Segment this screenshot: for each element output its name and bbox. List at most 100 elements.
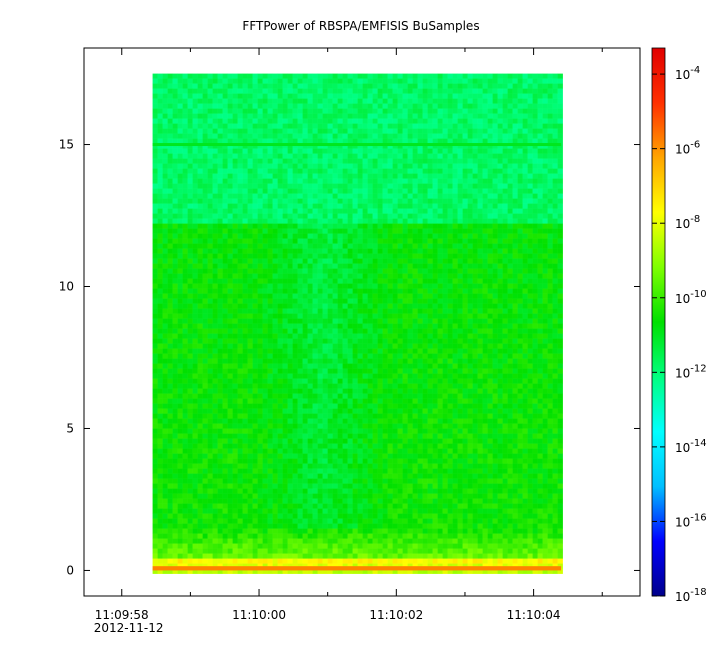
spectrogram-cell (392, 303, 398, 309)
spectrogram-cell (452, 323, 458, 329)
spectrogram-cell (547, 213, 553, 219)
spectrogram-cell (537, 88, 543, 94)
spectrogram-cell (182, 93, 188, 99)
spectrogram-cell (202, 363, 208, 369)
spectrogram-cell (217, 133, 223, 139)
spectrogram-cell (537, 193, 543, 199)
spectrogram-cell (557, 353, 563, 359)
spectrogram-cell (377, 213, 383, 219)
spectrogram-cell (557, 338, 563, 344)
spectrogram-cell (427, 183, 433, 189)
spectrogram-cell (367, 258, 373, 264)
spectrogram-cell (477, 198, 483, 204)
spectrogram-cell (247, 158, 253, 164)
spectrogram-cell (312, 138, 318, 144)
spectrogram-cell (397, 183, 403, 189)
spectrogram-cell (352, 348, 358, 354)
spectrogram-cell (282, 243, 288, 249)
spectrogram-cell (272, 243, 278, 249)
spectrogram-cell (287, 123, 293, 129)
spectrogram-cell (257, 288, 263, 294)
spectrogram-cell (387, 363, 393, 369)
spectrogram-cell (547, 113, 553, 119)
spectrogram-cell (372, 253, 378, 259)
spectrogram-cell (382, 138, 388, 144)
spectrogram-cell (492, 78, 498, 84)
spectrogram-cell (222, 313, 228, 319)
spectrogram-cell (197, 93, 203, 99)
spectrogram-cell (302, 188, 308, 194)
spectrogram-cell (357, 278, 363, 284)
spectrogram-cell (342, 233, 348, 239)
spectrogram-cell (252, 103, 258, 109)
spectrogram-cell (347, 153, 353, 159)
spectrogram-cell (512, 248, 518, 254)
spectrogram-cell (162, 293, 168, 299)
spectrogram-cell (267, 313, 273, 319)
spectrogram-cell (457, 168, 463, 174)
spectrogram-cell (502, 128, 508, 134)
spectrogram-cell (402, 293, 408, 299)
spectrogram-cell (472, 248, 478, 254)
spectrogram-cell (217, 103, 223, 109)
spectrogram-cell (152, 153, 158, 159)
spectrogram-cell (357, 238, 363, 244)
spectrogram-cell (417, 148, 423, 154)
spectrogram-cell (437, 213, 443, 219)
spectrogram-cell (492, 233, 498, 239)
spectrogram-cell (297, 173, 303, 179)
spectrogram-cell (542, 118, 548, 124)
spectrogram-cell (527, 268, 533, 274)
spectrogram-cell (262, 108, 268, 114)
spectrogram-cell (212, 138, 218, 144)
spectrogram-cell (547, 243, 553, 249)
spectrogram-cell (317, 103, 323, 109)
spectrogram-cell (387, 303, 393, 309)
spectrogram-cell (382, 313, 388, 319)
spectrogram-cell (307, 143, 313, 149)
spectrogram-cell (337, 343, 343, 349)
spectrogram-cell (227, 253, 233, 259)
spectrogram-cell (212, 218, 218, 224)
spectrogram-cell (332, 138, 338, 144)
spectrogram-cell (442, 278, 448, 284)
spectrogram-cell (232, 258, 238, 264)
spectrogram-cell (407, 153, 413, 159)
spectrogram-cell (242, 278, 248, 284)
spectrogram-cell (282, 88, 288, 94)
spectrogram-cell (477, 338, 483, 344)
spectrogram-cell (482, 348, 488, 354)
spectrogram-cell (267, 308, 273, 314)
spectrogram-cell (187, 328, 193, 334)
spectrogram-cell (292, 208, 298, 214)
spectrogram-cell (492, 323, 498, 329)
spectrogram-cell (217, 348, 223, 354)
spectrogram-cell (207, 168, 213, 174)
spectrogram-cell (377, 348, 383, 354)
spectrogram-cell (157, 203, 163, 209)
spectrogram-cell (162, 273, 168, 279)
spectrogram-cell (202, 228, 208, 234)
spectrogram-cell (397, 333, 403, 339)
spectrogram-cell (172, 263, 178, 269)
spectrogram-cell (362, 313, 368, 319)
spectrogram-cell (502, 288, 508, 294)
spectrogram-cell (322, 208, 328, 214)
spectrogram-cell (467, 233, 473, 239)
spectrogram-cell (462, 188, 468, 194)
spectrogram-cell (452, 363, 458, 369)
spectrogram-cell (537, 158, 543, 164)
spectrogram-cell (367, 98, 373, 104)
spectrogram-cell (482, 153, 488, 159)
spectrogram-cell (157, 198, 163, 204)
spectrogram-cell (262, 273, 268, 279)
spectrogram-cell (472, 133, 478, 139)
spectrogram-cell (187, 193, 193, 199)
spectrogram-cell (327, 138, 333, 144)
spectrogram-cell (402, 203, 408, 209)
spectrogram-cell (537, 253, 543, 259)
spectrogram-cell (187, 213, 193, 219)
spectrogram-cell (232, 168, 238, 174)
spectrogram-cell (377, 233, 383, 239)
spectrogram-cell (362, 363, 368, 369)
